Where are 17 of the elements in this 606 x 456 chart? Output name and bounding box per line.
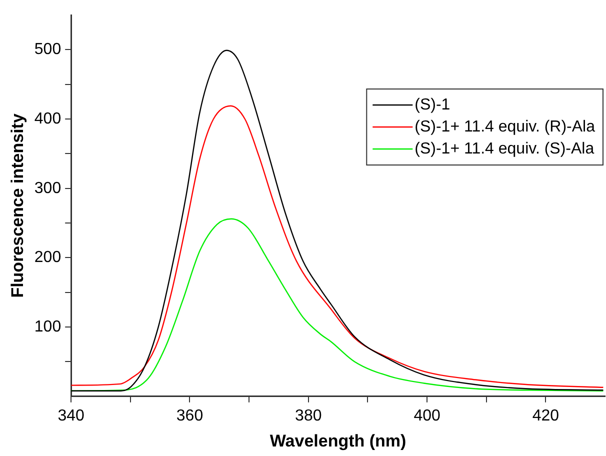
x-tick-label: 400	[414, 407, 440, 424]
x-tick-label: 360	[176, 407, 204, 424]
line-series	[71, 218, 604, 392]
y-tick-label: 200	[34, 249, 62, 266]
x-tick-label: 420	[532, 407, 560, 424]
y-tick-label: 500	[34, 41, 62, 58]
x-tick-label: 380	[295, 407, 322, 424]
x-tick-label: 340	[58, 407, 85, 424]
x-axis-title: Wavelength (nm)	[270, 431, 406, 450]
legend-label: (S)-1+ 11.4 equiv. (R)-Ala	[414, 118, 596, 136]
line-series	[71, 50, 604, 392]
y-axis-title: Fluorescence intensity	[8, 113, 27, 298]
legend-label: (S)-1	[414, 96, 450, 114]
y-tick-label: 400	[34, 110, 62, 128]
y-tick-label: 100	[34, 318, 62, 336]
legend-label: (S)-1+ 11.4 equiv. (S)-Ala	[414, 140, 594, 158]
y-tick-label: 300	[34, 180, 62, 197]
